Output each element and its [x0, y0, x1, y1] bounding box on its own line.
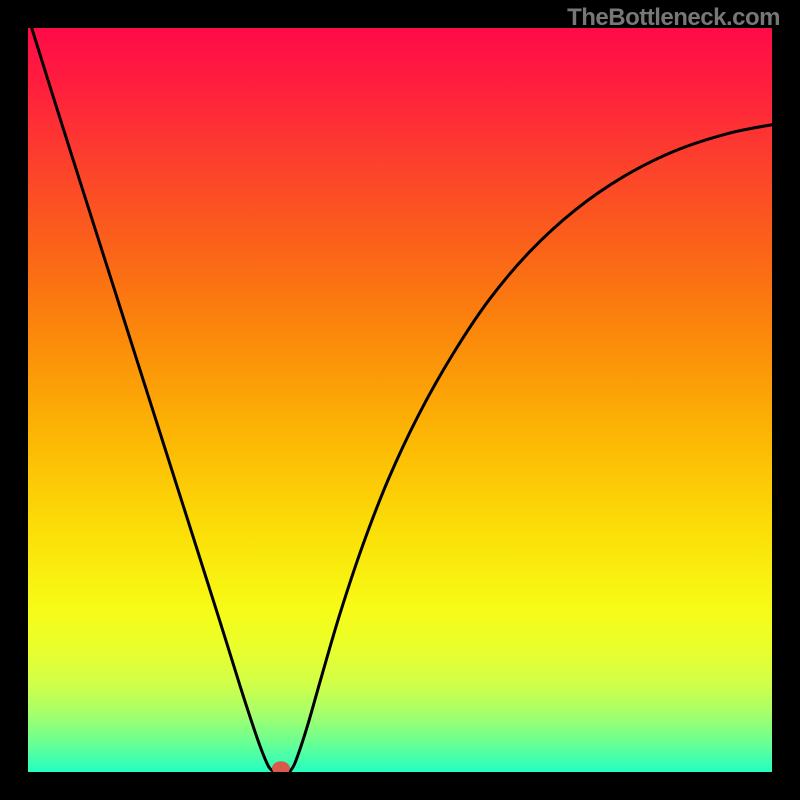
optimum-marker	[272, 761, 290, 772]
plot-area	[28, 28, 772, 772]
curve-layer	[28, 28, 772, 772]
chart-container: TheBottleneck.com	[0, 0, 800, 800]
bottleneck-curve	[32, 28, 772, 771]
